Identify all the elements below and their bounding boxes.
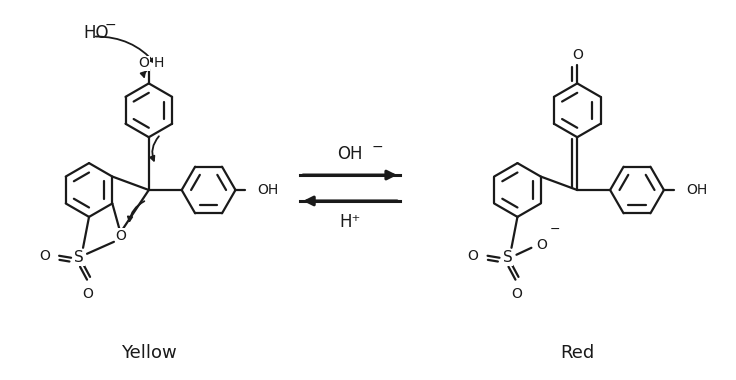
Text: H: H xyxy=(154,57,164,70)
Text: O: O xyxy=(511,287,522,301)
Text: −: − xyxy=(105,17,116,32)
Text: HO: HO xyxy=(83,24,108,41)
Text: −: − xyxy=(549,223,560,236)
Text: O: O xyxy=(572,49,583,62)
Text: S: S xyxy=(503,250,512,265)
Text: −: − xyxy=(372,140,383,154)
Text: H⁺: H⁺ xyxy=(339,213,361,231)
Text: OH: OH xyxy=(686,183,707,197)
Text: O: O xyxy=(82,287,93,301)
Text: O: O xyxy=(138,57,149,70)
Text: O: O xyxy=(467,249,478,263)
Text: Red: Red xyxy=(560,344,595,363)
Text: OH: OH xyxy=(258,183,279,197)
Text: Yellow: Yellow xyxy=(121,344,177,363)
Text: O: O xyxy=(536,238,547,252)
Text: S: S xyxy=(74,250,84,265)
Text: OH: OH xyxy=(337,145,363,163)
Text: O: O xyxy=(39,249,49,263)
Text: O: O xyxy=(116,229,127,243)
